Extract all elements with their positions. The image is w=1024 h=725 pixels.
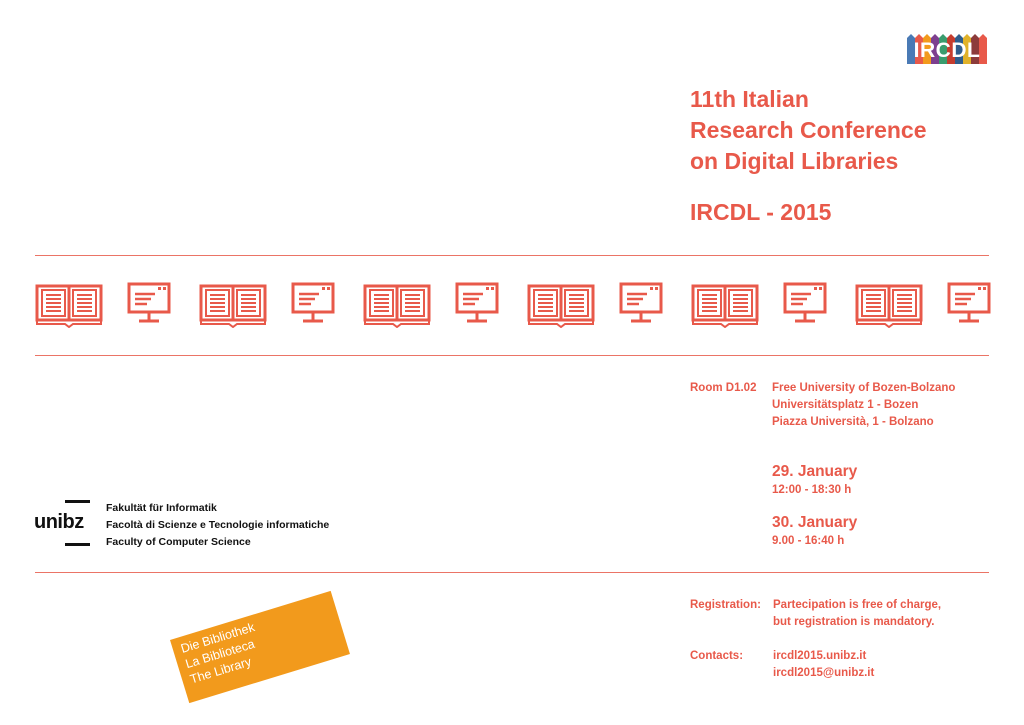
conference-subtitle: IRCDL - 2015 xyxy=(690,199,832,225)
crayon-tip xyxy=(963,34,971,38)
divider-bottom xyxy=(35,572,989,573)
crayon-stripe xyxy=(979,38,987,64)
faculty-name: Fakultät für Informatik xyxy=(106,502,217,514)
title-line: 11th Italian xyxy=(690,86,809,112)
crayon-stripe xyxy=(923,38,932,64)
crayon-tip xyxy=(931,34,939,38)
contacts-label: Contacts: xyxy=(690,650,744,662)
address-line: Free University of Bozen-Bolzano xyxy=(772,382,956,394)
logo-bar xyxy=(65,543,90,546)
monitor-icon xyxy=(619,282,663,323)
monitor-icon xyxy=(455,282,499,323)
crayon-tip xyxy=(915,34,923,38)
crayon-stripe xyxy=(947,38,956,64)
ircdl-logo xyxy=(907,34,987,64)
room-label: Room D1.02 xyxy=(690,382,757,394)
registration-text: Partecipation is free of charge, but reg… xyxy=(773,597,1013,631)
venue-address: Free University of Bozen-Bolzano Univers… xyxy=(772,380,1012,431)
monitor-icon xyxy=(947,282,991,323)
website-link[interactable]: ircdl2015.unibz.it xyxy=(773,650,867,662)
crayon-tip xyxy=(947,34,955,38)
crayon-stripe xyxy=(939,38,948,64)
divider-middle xyxy=(35,355,989,356)
book-icon xyxy=(527,284,595,328)
icon-row xyxy=(35,282,991,328)
library-text: Die Bibliothek La Biblioteca The Library xyxy=(179,619,266,687)
registration-line: Partecipation is free of charge, xyxy=(773,599,942,611)
faculty-names: Fakultät für Informatik Facoltà di Scien… xyxy=(106,500,329,551)
title-line: on Digital Libraries xyxy=(690,148,899,174)
book-icon xyxy=(35,284,103,328)
conference-title: 11th Italian Research Conference on Digi… xyxy=(690,84,1010,228)
address-line: Universitätsplatz 1 - Bozen xyxy=(772,399,919,411)
crayon-tip xyxy=(971,34,979,38)
crayon-tip xyxy=(955,34,963,38)
registration-label: Registration: xyxy=(690,599,761,611)
crayon-tip xyxy=(979,34,987,38)
faculty-name: Faculty of Computer Science xyxy=(106,536,251,548)
ircdl-logo-text: IRCDL xyxy=(913,39,981,62)
date-day-2: 30. January 9.00 - 16:40 h xyxy=(772,513,857,549)
crayon-tip xyxy=(923,34,931,38)
monitor-icon xyxy=(127,282,171,323)
book-icon xyxy=(855,284,923,328)
address-line: Piazza Università, 1 - Bolzano xyxy=(772,416,934,428)
book-icon xyxy=(691,284,759,328)
crayon-tip xyxy=(907,34,915,38)
crayon-stripe xyxy=(907,38,916,64)
contacts-list: ircdl2015.unibz.it ircdl2015@unibz.it xyxy=(773,648,1013,682)
book-icon xyxy=(199,284,267,328)
date-label: 30. January xyxy=(772,514,858,531)
faculty-name: Facoltà di Scienze e Tecnologie informat… xyxy=(106,519,330,531)
monitor-icon xyxy=(291,282,335,323)
crayons-icon xyxy=(907,34,987,64)
date-day-1: 29. January 12:00 - 18:30 h xyxy=(772,462,857,498)
title-line: Research Conference xyxy=(690,117,927,143)
crayon-stripe xyxy=(915,38,924,64)
registration-line: but registration is mandatory. xyxy=(773,616,935,628)
email-link[interactable]: ircdl2015@unibz.it xyxy=(773,667,875,679)
divider-top xyxy=(35,255,989,256)
unibz-wordmark: unibz xyxy=(34,511,84,533)
crayon-stripe xyxy=(955,38,964,64)
crayon-stripe xyxy=(931,38,940,64)
crayon-stripe xyxy=(971,38,980,64)
crayon-tip xyxy=(939,34,947,38)
logo-bar xyxy=(65,500,90,503)
monitor-icon xyxy=(783,282,827,323)
crayon-stripe xyxy=(963,38,972,64)
unibz-logo: unibz xyxy=(34,500,90,546)
time-label: 12:00 - 18:30 h xyxy=(772,484,852,496)
time-label: 9.00 - 16:40 h xyxy=(772,535,845,547)
date-label: 29. January xyxy=(772,463,858,480)
book-icon xyxy=(363,284,431,328)
library-tag: Die Bibliothek La Biblioteca The Library xyxy=(170,590,350,704)
